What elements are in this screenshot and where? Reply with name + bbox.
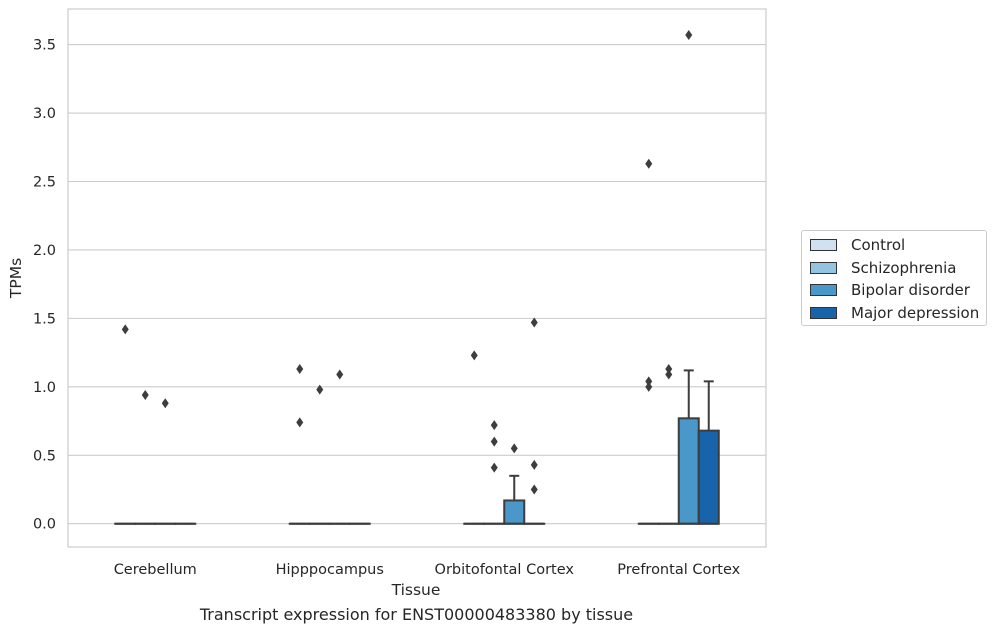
outlier-marker (530, 484, 538, 495)
outlier-marker (645, 158, 653, 169)
box-group (154, 398, 177, 525)
outlier-marker (510, 443, 518, 454)
box-group (523, 317, 546, 525)
outlier-marker (161, 398, 169, 409)
box-group (697, 380, 720, 525)
outlier-marker (296, 417, 304, 428)
legend-item-major-depression: Major depression (810, 303, 979, 323)
legend-label-control: Control (851, 236, 906, 254)
x-tick-label: Prefrontal Cortex (617, 562, 740, 578)
box-group (503, 443, 526, 525)
outlier-marker (530, 317, 538, 328)
legend-label-bipolar-disorder: Bipolar disorder (851, 281, 970, 299)
legend-item-schizophrenia: Schizophrenia (810, 258, 956, 278)
boxes-layer (114, 30, 720, 525)
box-group (308, 384, 331, 525)
plot-frame (67, 8, 767, 548)
y-axis-ticks: 0.0 0.5 1.0 1.5 2.0 2.5 3.0 3.5 (33, 38, 56, 533)
legend-item-control: Control (810, 235, 905, 255)
y-tick-label: 3.5 (33, 38, 56, 54)
outlier-marker (665, 364, 673, 375)
legend-item-bipolar-disorder: Bipolar disorder (810, 280, 970, 300)
outlier-marker (470, 350, 478, 361)
chart-caption: Transcript expression for ENST0000048338… (199, 605, 634, 624)
outlier-marker (685, 30, 693, 41)
y-tick-label: 1.5 (33, 311, 56, 327)
box (677, 417, 700, 525)
y-tick-label: 2.0 (33, 243, 56, 259)
y-tick-label: 0.5 (33, 448, 56, 464)
box-group (483, 420, 506, 525)
outlier-marker (645, 376, 653, 387)
y-tick-label: 2.5 (33, 174, 56, 190)
box (503, 499, 526, 525)
y-tick-label: 3.0 (33, 106, 56, 122)
outlier-marker (490, 436, 498, 447)
legend: Control Schizophrenia Bipolar disorder M… (801, 230, 987, 326)
outlier-marker (645, 381, 653, 392)
outlier-marker (141, 390, 149, 401)
outlier-marker (665, 369, 673, 380)
outlier-marker (490, 462, 498, 473)
plot-area-background (68, 9, 766, 547)
outlier-marker (121, 324, 129, 335)
outlier-marker (296, 364, 304, 375)
y-tick-label: 1.0 (33, 380, 56, 396)
x-tick-label: Cerebellum (114, 562, 197, 578)
outlier-marker (530, 459, 538, 470)
box-group (288, 364, 311, 525)
box (697, 429, 720, 525)
x-axis-label: Tissue (391, 581, 441, 599)
x-tick-label: Orbitofontal Cortex (435, 562, 575, 578)
outlier-marker (490, 420, 498, 431)
y-tick-label: 0.0 (33, 517, 56, 533)
legend-swatch-bipolar-disorder (810, 284, 837, 296)
x-axis-ticks: Cerebellum Hipppocampus Orbitofontal Corte… (114, 562, 741, 578)
box-group (328, 369, 351, 525)
legend-label-major-depression: Major depression (851, 304, 980, 322)
x-tick-label: Hipppocampus (276, 562, 384, 578)
outlier-marker (316, 384, 324, 395)
legend-swatch-major-depression (810, 307, 837, 319)
legend-swatch-schizophrenia (810, 262, 837, 274)
y-axis-label: TPMs (7, 258, 25, 299)
box-group (114, 324, 137, 525)
legend-swatch-control (810, 239, 837, 251)
box-group (657, 364, 680, 525)
legend-label-schizophrenia: Schizophrenia (851, 259, 957, 277)
outlier-marker (336, 369, 344, 380)
